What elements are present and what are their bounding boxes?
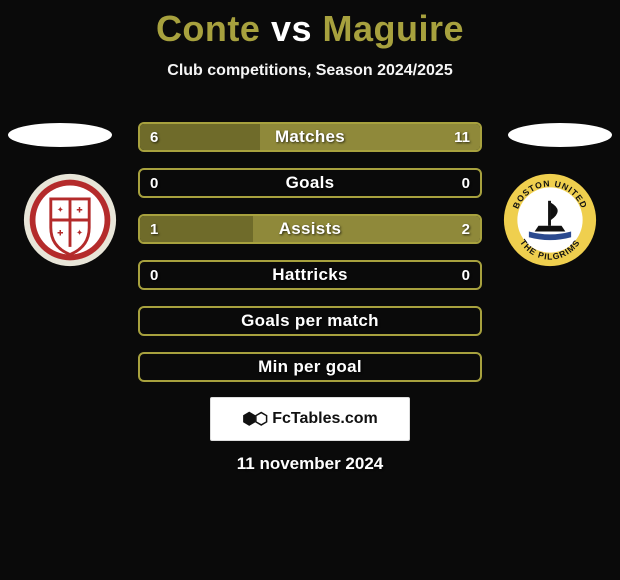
stat-label: Matches [140,124,480,150]
crest-mast [548,201,551,226]
crest-q4: ✦ [76,227,84,237]
stat-label: Min per goal [140,354,480,380]
club-crest-left: ✦ ✚ ✚ ✦ [22,172,118,268]
stat-label: Hattricks [140,262,480,288]
stat-label: Assists [140,216,480,242]
subtitle: Club competitions, Season 2024/2025 [0,62,620,80]
crest-q1: ✦ [57,204,65,214]
stat-bar: 611Matches [138,122,482,152]
crest-left-svg: ✦ ✚ ✚ ✦ [22,172,118,268]
page-title: Conte vs Maguire [0,0,620,50]
stat-bar: 00Goals [138,168,482,198]
stat-label: Goals [140,170,480,196]
crest-q3: ✚ [57,228,64,237]
player-right-portrait-placeholder [508,123,612,147]
stat-bar: 12Assists [138,214,482,244]
brand-badge[interactable]: ⬢⬡ FcTables.com [210,397,410,441]
player-left-name: Conte [156,8,261,49]
player-right-name: Maguire [323,8,465,49]
stat-bar: Goals per match [138,306,482,336]
crest-hull [535,226,566,232]
player-left-portrait-placeholder [8,123,112,147]
brand-text: FcTables.com [272,410,378,428]
crest-q2: ✚ [76,205,83,214]
club-crest-right: BOSTON UNITED THE PILGRIMS [502,172,598,268]
comparison-bars: 611Matches 00Goals 12Assists 00Hattricks Goa… [138,122,482,398]
stat-label: Goals per match [140,308,480,334]
brand-icon: ⬢⬡ [242,409,266,429]
footer-date: 11 november 2024 [0,454,620,474]
vs-text: vs [271,8,312,49]
crest-right-svg: BOSTON UNITED THE PILGRIMS [502,172,598,268]
stat-bar: Min per goal [138,352,482,382]
stat-bar: 00Hattricks [138,260,482,290]
